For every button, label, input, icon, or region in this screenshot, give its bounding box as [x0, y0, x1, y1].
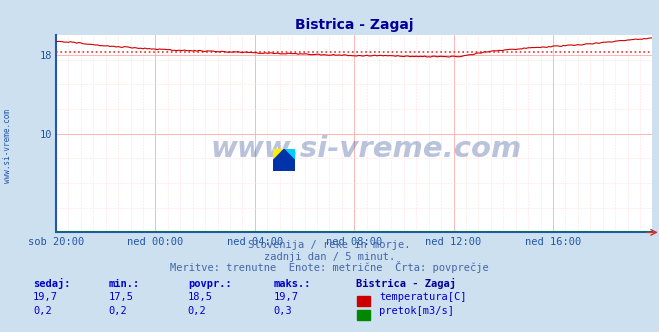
Text: 0,2: 0,2 [188, 306, 206, 316]
Text: zadnji dan / 5 minut.: zadnji dan / 5 minut. [264, 252, 395, 262]
Text: 0,3: 0,3 [273, 306, 292, 316]
Text: povpr.:: povpr.: [188, 279, 231, 289]
Text: 0,2: 0,2 [33, 306, 51, 316]
Text: sedaj:: sedaj: [33, 278, 71, 289]
Text: Slovenija / reke in morje.: Slovenija / reke in morje. [248, 240, 411, 250]
Text: www.si-vreme.com: www.si-vreme.com [210, 135, 522, 163]
Text: Meritve: trenutne  Enote: metrične  Črta: povprečje: Meritve: trenutne Enote: metrične Črta: … [170, 261, 489, 273]
Text: min.:: min.: [109, 279, 140, 289]
Text: maks.:: maks.: [273, 279, 311, 289]
Text: 19,7: 19,7 [33, 292, 58, 302]
Text: 18,5: 18,5 [188, 292, 213, 302]
Text: www.si-vreme.com: www.si-vreme.com [3, 109, 13, 183]
Polygon shape [284, 149, 295, 160]
Text: 0,2: 0,2 [109, 306, 127, 316]
Text: Bistrica - Zagaj: Bistrica - Zagaj [356, 278, 456, 289]
Text: 19,7: 19,7 [273, 292, 299, 302]
Polygon shape [273, 149, 295, 171]
Polygon shape [273, 149, 284, 160]
Title: Bistrica - Zagaj: Bistrica - Zagaj [295, 18, 413, 32]
Text: 17,5: 17,5 [109, 292, 134, 302]
Text: temperatura[C]: temperatura[C] [379, 292, 467, 302]
Text: pretok[m3/s]: pretok[m3/s] [379, 306, 454, 316]
